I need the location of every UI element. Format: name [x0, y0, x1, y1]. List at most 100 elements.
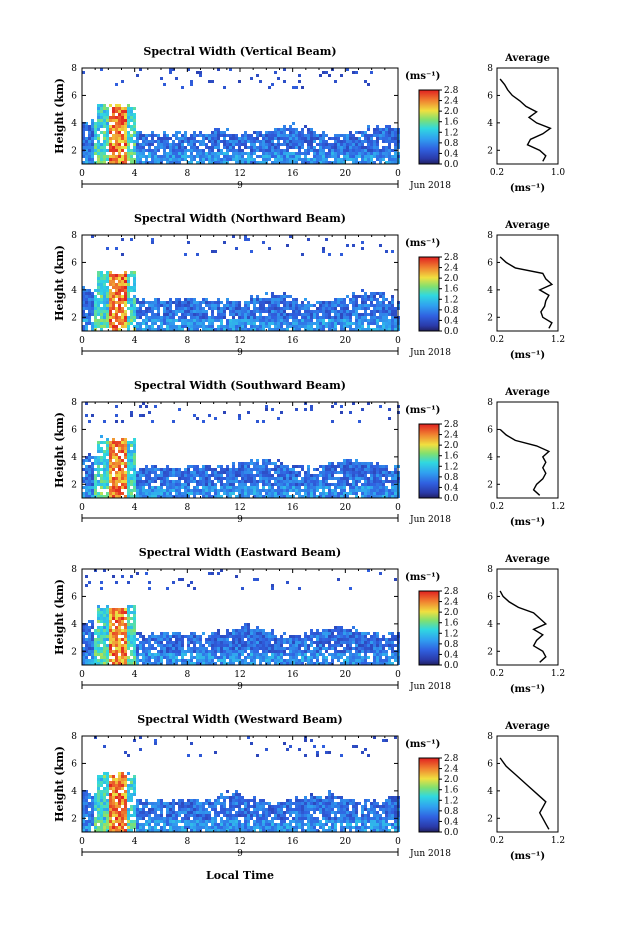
colorbar-tick-label: 2.0	[444, 775, 459, 785]
colorbar-tick-label: 0.8	[444, 306, 459, 316]
panel-title: Spectral Width (Eastward Beam)	[139, 546, 341, 559]
y-tick-label: 4	[71, 453, 77, 463]
colorbar-tick-label: 0.0	[444, 160, 459, 170]
x-tick-label: 8	[184, 336, 190, 346]
average-x-tick: 0.2	[490, 502, 504, 512]
average-y-tick: 6	[487, 91, 493, 101]
x-tick-label: 0	[79, 503, 85, 513]
average-y-tick: 8	[487, 231, 493, 241]
y-tick-label: 8	[71, 732, 77, 742]
colorbar-tick-label: 2.0	[444, 441, 459, 451]
y-tick-label: 6	[71, 759, 77, 769]
average-y-tick: 6	[487, 258, 493, 268]
average-y-tick: 4	[487, 453, 493, 463]
day-label: 9	[237, 348, 243, 358]
average-x-tick: 0.2	[490, 836, 504, 846]
colorbar-tick-label: 1.6	[444, 452, 459, 462]
colorbar-tick-label: 0.4	[444, 316, 459, 326]
average-y-tick: 2	[487, 814, 493, 824]
average-unit: (ms⁻¹)	[510, 684, 545, 695]
panel-title: Spectral Width (Northward Beam)	[134, 212, 346, 225]
colorbar-tick-label: 0.8	[444, 807, 459, 817]
x-tick-label: 16	[287, 503, 299, 513]
colorbar-tick-label: 2.0	[444, 107, 459, 117]
x-tick-label: 4	[132, 169, 138, 179]
heatmap-cells	[82, 235, 400, 331]
x-tick-label: 12	[234, 169, 245, 179]
average-unit: (ms⁻¹)	[510, 183, 545, 194]
x-tick-label: 20	[340, 503, 352, 513]
x-tick-label: 12	[234, 503, 245, 513]
colorbar-tick-label: 2.0	[444, 608, 459, 618]
colorbar-tick-label: 1.6	[444, 786, 459, 796]
colorbar-tick-label: 0.0	[444, 327, 459, 337]
average-x-tick: 1.2	[551, 669, 565, 679]
x-tick-label: 0	[79, 169, 85, 179]
average-profile-line	[499, 757, 550, 830]
x-tick-label: 20	[340, 837, 352, 847]
heatmap-cells	[82, 569, 400, 665]
y-tick-label: 8	[71, 398, 77, 408]
x-tick-label: 0	[395, 169, 401, 179]
colorbar-tick-label: 2.8	[444, 86, 459, 96]
panels: Spectral Width (Vertical Beam)0 4 8 12 16 20 0…	[53, 45, 565, 862]
y-axis-label: Height (km)	[53, 746, 66, 822]
colorbar-tick-label: 0.8	[444, 473, 459, 483]
average-y-tick: 4	[487, 787, 493, 797]
date-label: Jun 2018	[409, 181, 451, 191]
x-tick-label: 4	[132, 670, 138, 680]
x-tick-label: 8	[184, 169, 190, 179]
average-y-tick: 6	[487, 759, 493, 769]
colorbar-tick-label: 2.8	[444, 754, 459, 764]
average-profile-line	[499, 428, 551, 496]
colorbar-tick-label: 0.4	[444, 650, 459, 660]
average-profile-line	[499, 256, 554, 329]
y-tick-label: 8	[71, 64, 77, 74]
colorbar-tick-label: 2.8	[444, 587, 459, 597]
colorbar-tick-label: 2.4	[444, 431, 459, 441]
panel-1: Spectral Width (Vertical Beam)0 4 8 12 16 20 0…	[53, 45, 565, 194]
average-x-tick: 0.2	[490, 168, 504, 178]
average-y-tick: 6	[487, 425, 493, 435]
y-axis-label: Height (km)	[53, 579, 66, 655]
x-axis-label: Local Time	[206, 869, 274, 882]
colorbar-unit: (ms⁻¹)	[405, 405, 440, 416]
x-tick-label: 0	[79, 670, 85, 680]
x-tick-label: 12	[234, 336, 245, 346]
average-frame	[496, 234, 559, 332]
y-tick-label: 2	[71, 814, 77, 824]
colorbar-tick-label: 0.0	[444, 494, 459, 504]
y-tick-label: 2	[71, 313, 77, 323]
y-tick-label: 2	[71, 480, 77, 490]
day-label: 9	[237, 849, 243, 859]
colorbar	[418, 89, 440, 165]
colorbar-tick-label: 0.4	[444, 483, 459, 493]
average-unit: (ms⁻¹)	[510, 517, 545, 528]
average-profile-line	[499, 590, 548, 663]
panel-title: Spectral Width (Vertical Beam)	[143, 45, 336, 58]
average-frame	[496, 401, 559, 499]
x-tick-label: 16	[287, 169, 299, 179]
colorbar-tick-label: 1.2	[444, 796, 458, 806]
y-axis-label: Height (km)	[53, 245, 66, 321]
y-tick-label: 8	[71, 231, 77, 241]
y-tick-label: 8	[71, 565, 77, 575]
average-title: Average	[504, 387, 550, 398]
y-tick-label: 2	[71, 146, 77, 156]
average-x-tick: 0.2	[490, 669, 504, 679]
colorbar	[418, 423, 440, 499]
x-tick-label: 16	[287, 670, 299, 680]
y-axis-label: Height (km)	[53, 412, 66, 488]
colorbar-unit: (ms⁻¹)	[405, 572, 440, 583]
average-title: Average	[504, 220, 550, 231]
average-y-tick: 2	[487, 146, 493, 156]
panel-4: Spectral Width (Eastward Beam)0 4 8 12 16 20 0…	[53, 546, 565, 695]
average-frame	[496, 67, 559, 165]
panel-5: Spectral Width (Westward Beam)0 4 8 12 16 20 0…	[53, 713, 565, 862]
colorbar-tick-label: 0.4	[444, 817, 459, 827]
average-y-tick: 8	[487, 64, 493, 74]
colorbar-tick-label: 0.4	[444, 149, 459, 159]
colorbar-tick-label: 0.0	[444, 828, 459, 838]
x-tick-label: 12	[234, 837, 245, 847]
